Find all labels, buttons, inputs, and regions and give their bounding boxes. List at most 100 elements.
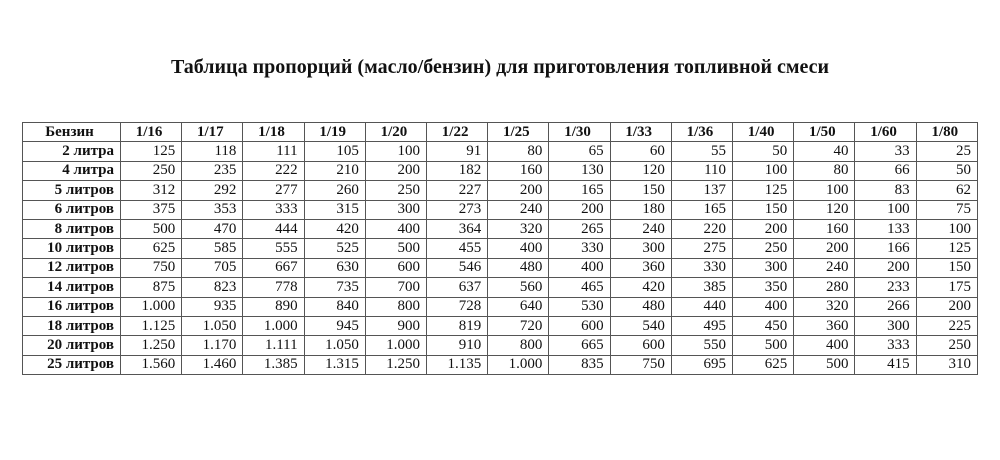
table-cell: 260 [303,180,366,201]
table-row: 10 литров 625 585 555 525 500 455 400 330 300 275 2… [22,238,979,259]
table-cell: 1.315 [303,354,366,376]
table-cell: 1.170 [181,335,244,356]
table-cell: 640 [487,296,550,317]
table-cell: 50 [915,160,979,182]
column-header: 1/33 [609,121,672,143]
table-cell: 840 [303,296,366,317]
table-cell: 1.050 [303,335,366,356]
table-cell: 835 [548,354,611,376]
table-cell: 240 [609,218,672,240]
table-cell: 720 [487,315,550,337]
row-label: 20 литров [22,335,121,356]
table-cell: 400 [487,238,550,259]
table-cell: 100 [793,180,856,201]
table-cell: 250 [119,160,183,182]
table-cell: 890 [242,296,305,317]
table-cell: 800 [487,335,550,356]
table-cell: 750 [609,354,672,376]
table-cell: 62 [915,180,979,201]
page-title: Таблица пропорций (масло/бензин) для при… [170,56,830,78]
table-cell: 375 [119,199,183,220]
table-cell: 292 [181,180,244,201]
table-cell: 105 [303,141,366,162]
column-header: 1/80 [915,121,979,143]
table-cell: 150 [915,257,979,279]
table-cell: 250 [732,238,795,259]
table-cell: 455 [426,238,489,259]
table-cell: 875 [119,277,183,298]
table-cell: 130 [548,160,611,182]
table-row: 4 литра 250 235 222 210 200 182 160 130 120 110 100… [22,160,979,182]
table-cell: 320 [487,218,550,240]
table-cell: 33 [854,141,917,162]
table-cell: 400 [364,218,428,240]
table-cell: 333 [854,335,917,356]
table-cell: 100 [915,218,979,240]
table-cell: 560 [487,277,550,298]
table-cell: 66 [854,160,917,182]
table-cell: 200 [854,257,917,279]
table-cell: 166 [854,238,917,259]
table-cell: 910 [426,335,489,356]
table-cell: 625 [732,354,795,376]
table-cell: 400 [548,257,611,279]
table-cell: 83 [854,180,917,201]
table-cell: 315 [303,199,366,220]
table-cell: 385 [670,277,734,298]
table-cell: 900 [364,315,428,337]
table-cell: 220 [670,218,734,240]
column-header: 1/30 [548,121,611,143]
row-label: 10 литров [22,238,121,259]
table-cell: 495 [670,315,734,337]
table-cell: 630 [303,257,366,279]
table-cell: 200 [548,199,611,220]
table-cell: 353 [181,199,244,220]
table-cell: 465 [548,277,611,298]
table-cell: 300 [364,199,428,220]
row-label: 12 литров [22,257,121,279]
table-cell: 1.135 [426,354,489,376]
table-cell: 400 [793,335,856,356]
table-cell: 80 [793,160,856,182]
table-cell: 665 [548,335,611,356]
column-header: 1/40 [732,121,795,143]
table-row: 8 литров 500 470 444 420 400 364 320 265 240 220 20… [22,218,979,240]
table-row: 18 литров 1.125 1.050 1.000 945 900 819 720 600 5… [22,315,979,337]
table-cell: 700 [364,277,428,298]
table-cell: 110 [670,160,734,182]
corner-header: Бензин [22,121,121,143]
table-cell: 728 [426,296,489,317]
fuel-mix-table: Бензин 1/16 1/17 1/18 1/19 1/20 1/22 1/25 1/30 1… [22,121,979,376]
table-cell: 480 [609,296,672,317]
table-cell: 550 [670,335,734,356]
table-cell: 175 [915,277,979,298]
table-cell: 400 [732,296,795,317]
table-cell: 333 [242,199,305,220]
table-cell: 40 [793,141,856,162]
table-cell: 280 [793,277,856,298]
table-cell: 705 [181,257,244,279]
table-cell: 420 [303,218,366,240]
table-cell: 250 [364,180,428,201]
table-cell: 350 [732,277,795,298]
table-cell: 75 [915,199,979,220]
table-cell: 1.250 [364,354,428,376]
table-cell: 637 [426,277,489,298]
table-cell: 125 [119,141,183,162]
table-cell: 300 [854,315,917,337]
table-cell: 440 [670,296,734,317]
table-cell: 500 [119,218,183,240]
table-cell: 750 [119,257,183,279]
table-cell: 320 [793,296,856,317]
table-cell: 150 [609,180,672,201]
table-row: 2 литра 125 118 111 105 100 91 80 65 60 55 50 40 33 25 [22,141,979,162]
column-header: 1/25 [487,121,550,143]
column-header: 1/16 [119,121,183,143]
table-cell: 300 [609,238,672,259]
table-cell: 360 [609,257,672,279]
table-cell: 125 [732,180,795,201]
table-cell: 364 [426,218,489,240]
column-header: 1/19 [303,121,366,143]
table-cell: 182 [426,160,489,182]
column-header: 1/50 [793,121,856,143]
